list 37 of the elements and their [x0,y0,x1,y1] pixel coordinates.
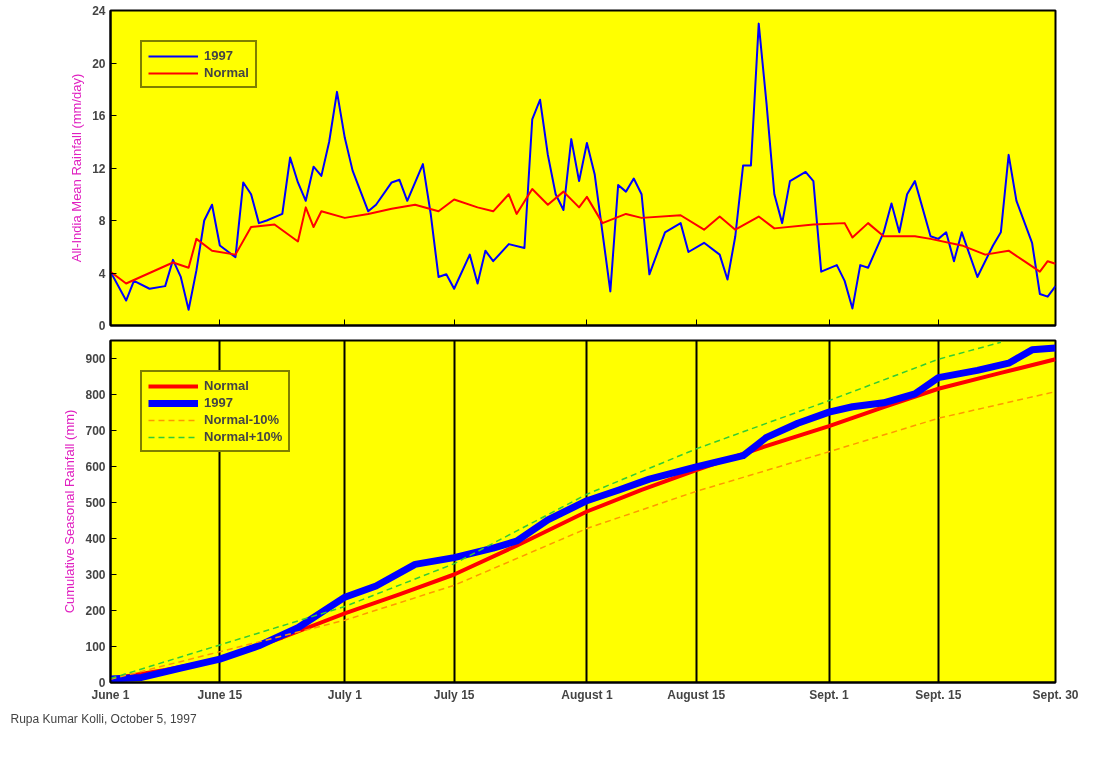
x-tick-label: June 15 [197,687,243,702]
y-tick-label: 100 [85,640,106,654]
y-tick-label: 300 [85,568,106,582]
legend-label: Normal [204,65,249,80]
y-tick-label: 0 [98,676,106,690]
legend-label: 1997 [204,395,233,410]
y-tick-label: 500 [85,496,106,510]
y-tick-label: 800 [85,388,106,402]
x-tick-label: August 15 [667,687,726,702]
y-tick-label: 20 [92,56,106,71]
text: Rupa Kumar Kolli, October 5, 1997 [10,711,197,726]
legend-label: Normal+10% [204,429,283,444]
y-tick-label: 700 [85,424,106,438]
line-series [110,22,1056,311]
y-tick-label: 400 [85,532,106,546]
y-tick-label: 900 [85,352,106,366]
y-tick-label: 600 [85,460,106,474]
y-axis-title: All-India Mean Rainfall (mm/day) [69,73,85,263]
y-tick-label: 12 [92,161,106,176]
y-tick-label: 16 [92,109,106,123]
x-tick-label: Sept. 30 [1032,687,1079,702]
y-tick-label: 8 [98,214,106,228]
legend-label: 1997 [204,48,233,63]
x-tick-label: July 1 [327,687,363,702]
legend-label: Normal [204,378,249,393]
x-tick-label: August 1 [561,687,613,702]
line-series [110,188,1056,285]
y-tick-label: 0 [98,319,106,333]
legend-label: Normal-10% [204,412,280,427]
x-tick-label: June 1 [91,687,130,702]
y-axis-title: Cumulative Seasonal Rainfall (mm) [62,409,78,614]
y-tick-label: 200 [85,604,106,618]
y-tick-label: 24 [92,4,106,18]
x-tick-label: Sept. 1 [809,687,850,702]
y-tick-label: 4 [98,266,106,281]
x-tick-label: July 15 [433,687,475,702]
x-tick-label: Sept. 15 [915,687,962,702]
